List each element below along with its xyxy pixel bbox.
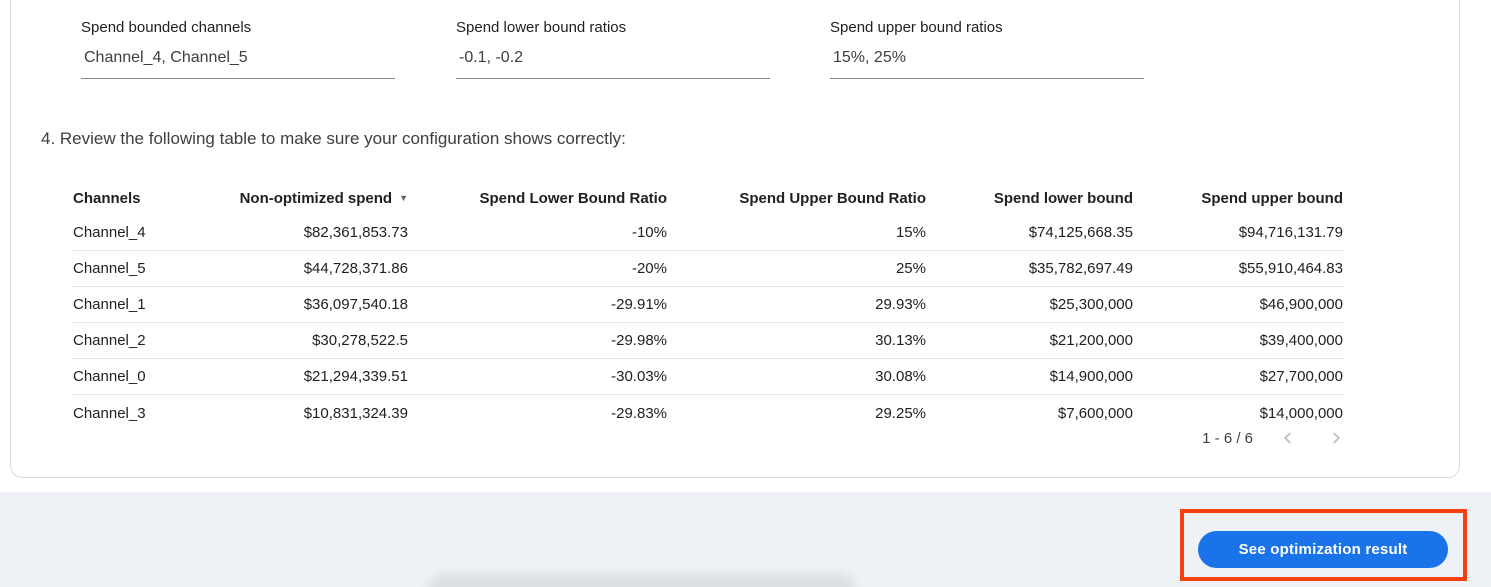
table-cell: $36,097,540.18 — [303, 296, 408, 313]
table-cell: Channel_4 — [73, 224, 146, 241]
field-value-input[interactable]: -0.1, -0.2 — [456, 49, 770, 79]
table-cell: $21,294,339.51 — [303, 368, 408, 385]
table-pagination: 1 - 6 / 6 — [1202, 425, 1349, 451]
page-range-label: 1 - 6 / 6 — [1202, 429, 1253, 447]
table-cell: $35,782,697.49 — [1028, 260, 1133, 277]
next-page-button[interactable] — [1323, 425, 1349, 451]
table-cell: -10% — [631, 224, 667, 241]
table-header-row: Channels Non-optimized spend ▼ Spend Lower … — [73, 181, 1343, 215]
field-label: Spend upper bound ratios — [830, 19, 1003, 36]
column-header-spend-lower-bound-ratio[interactable]: Spend Lower Bound Ratio — [479, 189, 668, 207]
table-cell: Channel_0 — [73, 368, 146, 385]
see-optimization-result-button[interactable]: See optimization result — [1198, 531, 1448, 568]
table-cell: $94,716,131.79 — [1238, 224, 1343, 241]
annotation-highlight-box — [1180, 509, 1467, 581]
table-cell: $21,200,000 — [1049, 332, 1133, 349]
table-cell: Channel_2 — [73, 332, 146, 349]
column-header-spend-upper-bound-ratio[interactable]: Spend Upper Bound Ratio — [739, 189, 926, 207]
table-cell: -20% — [631, 260, 667, 277]
field-spend-lower-bound-ratios: Spend lower bound ratios -0.1, -0.2 — [456, 18, 770, 79]
column-header-non-optimized-spend[interactable]: Non-optimized spend ▼ — [239, 189, 408, 207]
table-cell: -29.98% — [611, 332, 667, 349]
chevron-right-icon — [1333, 432, 1341, 444]
config-fields-row: Spend bounded channels Channel_4, Channe… — [11, 18, 1459, 88]
field-label: Spend bounded channels — [81, 19, 252, 36]
sort-descending-icon: ▼ — [399, 192, 408, 203]
table-cell: Channel_1 — [73, 296, 146, 313]
table-cell: 15% — [895, 224, 926, 241]
table-cell: -30.03% — [611, 368, 667, 385]
table-cell: $14,000,000 — [1259, 404, 1343, 422]
column-header-channels[interactable]: Channels — [73, 189, 141, 207]
table-cell: $25,300,000 — [1049, 296, 1133, 313]
previous-page-button[interactable] — [1275, 425, 1301, 451]
column-header-spend-lower-bound[interactable]: Spend lower bound — [993, 189, 1133, 207]
table-cell: 30.08% — [875, 368, 926, 385]
table-cell: Channel_3 — [73, 404, 146, 422]
footer-action-bar: See optimization result — [0, 492, 1491, 587]
table-cell: Channel_5 — [73, 260, 146, 277]
field-value-input[interactable]: 15%, 25% — [830, 49, 1144, 79]
configuration-card: Spend bounded channels Channel_4, Channe… — [10, 0, 1460, 478]
table-cell: $55,910,464.83 — [1238, 260, 1343, 277]
table-row: Channel_1 $36,097,540.18 -29.91% 29.93% $25,… — [73, 287, 1343, 323]
field-value-input[interactable]: Channel_4, Channel_5 — [81, 49, 395, 79]
field-spend-upper-bound-ratios: Spend upper bound ratios 15%, 25% — [830, 18, 1144, 79]
table-cell: $7,600,000 — [1057, 404, 1133, 422]
table-cell: -29.83% — [611, 404, 667, 422]
table-row: Channel_0 $21,294,339.51 -30.03% 30.08% $14,… — [73, 359, 1343, 395]
configuration-table: Channels Non-optimized spend ▼ Spend Lower … — [73, 181, 1343, 431]
table-row: Channel_2 $30,278,522.5 -29.98% 30.13% $21,2… — [73, 323, 1343, 359]
table-cell: $14,900,000 — [1049, 368, 1133, 385]
table-row: Channel_4 $82,361,853.73 -10% 15% $74,125,66… — [73, 215, 1343, 251]
table-cell: $46,900,000 — [1259, 296, 1343, 313]
table-body: Channel_4 $82,361,853.73 -10% 15% $74,125,66… — [73, 215, 1343, 431]
table-cell: -29.91% — [611, 296, 667, 313]
table-cell: 29.93% — [875, 296, 926, 313]
table-row: Channel_5 $44,728,371.86 -20% 25% $35,782,69… — [73, 251, 1343, 287]
table-cell: $39,400,000 — [1259, 332, 1343, 349]
table-cell: 29.25% — [875, 404, 926, 422]
table-cell: $82,361,853.73 — [303, 224, 408, 241]
table-cell: $30,278,522.5 — [312, 332, 408, 349]
table-cell: $74,125,668.35 — [1028, 224, 1133, 241]
column-header-spend-upper-bound[interactable]: Spend upper bound — [1201, 189, 1343, 207]
field-label: Spend lower bound ratios — [456, 19, 627, 36]
table-cell: $10,831,324.39 — [303, 404, 408, 422]
review-step-heading: 4. Review the following table to make su… — [41, 129, 626, 148]
table-cell: 30.13% — [875, 332, 926, 349]
table-cell: $44,728,371.86 — [303, 260, 408, 277]
chevron-left-icon — [1283, 432, 1291, 444]
table-row: Channel_3 $10,831,324.39 -29.83% 29.25% $7,6… — [73, 395, 1343, 431]
table-cell: $27,700,000 — [1259, 368, 1343, 385]
field-spend-bounded-channels: Spend bounded channels Channel_4, Channe… — [81, 18, 395, 79]
below-fold-element-shadow — [428, 574, 856, 587]
table-cell: 25% — [895, 260, 926, 277]
